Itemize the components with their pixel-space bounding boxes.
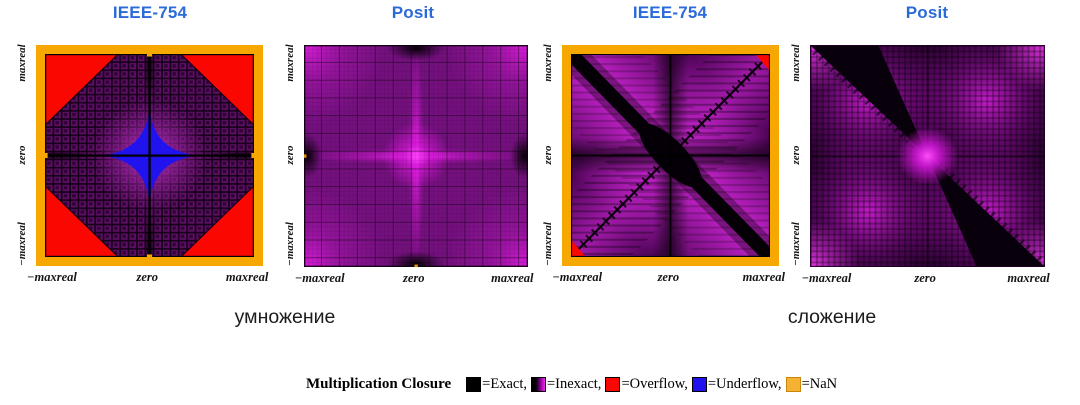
- legend-swatch-underflow: [691, 377, 707, 392]
- y-tick-label-maxreal: maxreal: [790, 44, 802, 82]
- panel-title-ieee-addition: IEEE-754: [632, 3, 708, 22]
- legend-swatch-inexact: [530, 377, 546, 392]
- panel-title-ieee-multiplication: IEEE-754: [112, 3, 188, 22]
- y-tick-label-zero: zero: [790, 145, 802, 165]
- heatmap-ieee-addition: [562, 45, 779, 266]
- legend-swatch-exact: [466, 377, 482, 392]
- legend-item-underflow: =Underflow,: [691, 376, 782, 393]
- legend-item-nan: =NaN: [785, 376, 838, 393]
- x-tick-label-maxreal: maxreal: [225, 270, 269, 284]
- legend-label-overflow: =Overflow,: [621, 376, 688, 392]
- x-tick-label-maxreal: maxreal: [742, 270, 785, 284]
- heatmap-ieee-addition-canvas: [571, 54, 770, 257]
- legend-swatch-overflow: [605, 377, 621, 392]
- caption-addition: сложение: [787, 306, 877, 328]
- x-tick-label-negmaxreal: −maxreal: [294, 271, 345, 285]
- legend-item-overflow: =Overflow,: [605, 376, 688, 393]
- legend-swatch-nan: [785, 377, 801, 392]
- x-axis-ieee-multiplication: −maxreal zero maxreal: [27, 270, 268, 286]
- legend-label-inexact: =Inexact,: [546, 376, 602, 392]
- x-tick-label-negmaxreal: −maxreal: [552, 270, 603, 284]
- legend-item-inexact: =Inexact,: [530, 376, 602, 393]
- x-axis-posit-addition: −maxreal zero maxreal: [801, 271, 1049, 287]
- heatmap-ieee-multiplication: [36, 45, 263, 266]
- heatmap-posit-multiplication: [304, 45, 528, 267]
- x-tick-label-zero: zero: [914, 271, 936, 285]
- panel-posit-multiplication: maxreal zero −maxreal: [280, 44, 534, 297]
- caption-multiplication: умножение: [234, 306, 336, 328]
- y-tick-label-negmaxreal: −maxreal: [542, 222, 554, 266]
- x-tick-label-negmaxreal: −maxreal: [26, 270, 77, 284]
- legend-title: Multiplication Closure: [306, 376, 452, 392]
- x-axis-posit-multiplication: −maxreal zero maxreal: [295, 271, 534, 287]
- legend-item-exact: =Exact,: [466, 376, 527, 393]
- heatmap-ieee-multiplication-canvas: [45, 54, 254, 257]
- heatmap-posit-addition: [810, 45, 1045, 267]
- y-tick-label-zero: zero: [284, 145, 296, 165]
- y-tick-label-negmaxreal: −maxreal: [284, 222, 296, 266]
- legend-label-exact: =Exact,: [482, 376, 527, 392]
- x-tick-label-maxreal: maxreal: [1007, 271, 1050, 285]
- panel-title-posit-multiplication: Posit: [391, 3, 435, 22]
- panel-ieee-multiplication: maxreal zero −maxreal: [12, 44, 268, 297]
- x-tick-label-zero: zero: [402, 271, 425, 285]
- y-tick-label-negmaxreal: −maxreal: [16, 222, 28, 266]
- heatmap-posit-addition-canvas: [810, 45, 1045, 267]
- x-tick-label-maxreal: maxreal: [491, 271, 534, 285]
- y-tick-label-zero: zero: [16, 145, 28, 165]
- panel-title-posit-addition: Posit: [905, 3, 949, 22]
- y-tick-label-maxreal: maxreal: [284, 44, 296, 82]
- legend-label-nan: =NaN: [801, 376, 838, 392]
- y-tick-label-negmaxreal: −maxreal: [790, 222, 802, 266]
- x-axis-ieee-addition: −maxreal zero maxreal: [552, 270, 785, 286]
- y-tick-label-maxreal: maxreal: [16, 44, 28, 82]
- figure-legend: Multiplication Closure =Exact, =Inexact,…: [306, 376, 841, 393]
- x-tick-label-negmaxreal: −maxreal: [801, 271, 852, 285]
- x-tick-label-zero: zero: [657, 270, 680, 284]
- panel-ieee-addition: maxreal zero −maxreal: [538, 44, 785, 297]
- x-tick-label-zero: zero: [136, 270, 158, 284]
- y-tick-label-maxreal: maxreal: [542, 44, 554, 82]
- heatmap-posit-multiplication-canvas: [304, 45, 528, 267]
- panel-posit-addition: maxreal zero −maxreal: [786, 44, 1050, 297]
- legend-label-underflow: =Underflow,: [707, 376, 782, 392]
- y-tick-label-zero: zero: [542, 145, 554, 165]
